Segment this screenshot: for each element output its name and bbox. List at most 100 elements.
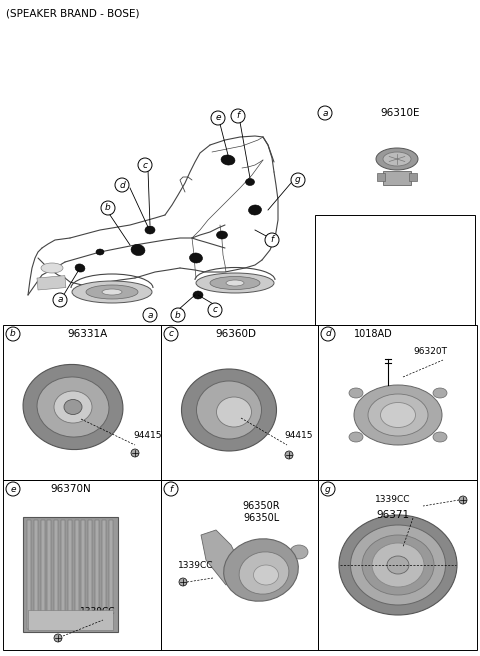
Bar bbox=[409, 173, 417, 181]
Text: 96320T: 96320T bbox=[413, 346, 447, 356]
Ellipse shape bbox=[54, 391, 92, 423]
Circle shape bbox=[211, 111, 225, 125]
Text: a: a bbox=[57, 295, 63, 304]
Text: g: g bbox=[325, 485, 331, 493]
Bar bbox=[54, 520, 58, 629]
Text: 96360D: 96360D bbox=[216, 329, 256, 339]
Text: c: c bbox=[143, 161, 147, 169]
Circle shape bbox=[6, 482, 20, 496]
Ellipse shape bbox=[249, 205, 262, 215]
Ellipse shape bbox=[383, 152, 411, 166]
Bar bbox=[61, 520, 65, 629]
Bar bbox=[108, 520, 113, 629]
Ellipse shape bbox=[376, 148, 418, 170]
Text: a: a bbox=[322, 108, 328, 117]
Ellipse shape bbox=[131, 245, 145, 256]
Bar bbox=[82, 520, 85, 629]
Ellipse shape bbox=[239, 552, 289, 594]
Bar bbox=[41, 520, 45, 629]
Text: c: c bbox=[213, 306, 217, 314]
Text: 96350R: 96350R bbox=[242, 501, 280, 511]
Ellipse shape bbox=[349, 432, 363, 442]
Ellipse shape bbox=[196, 273, 274, 293]
Ellipse shape bbox=[145, 226, 155, 234]
Text: 1339CC: 1339CC bbox=[375, 495, 411, 504]
Text: d: d bbox=[325, 329, 331, 338]
Text: 96370N: 96370N bbox=[50, 484, 91, 494]
Ellipse shape bbox=[64, 400, 82, 415]
Text: f: f bbox=[237, 112, 240, 121]
Ellipse shape bbox=[433, 432, 447, 442]
Bar bbox=[3, 325, 161, 480]
Text: f: f bbox=[169, 485, 173, 493]
Text: 1018AD: 1018AD bbox=[354, 329, 392, 339]
Text: e: e bbox=[215, 113, 221, 123]
Text: 1339CC: 1339CC bbox=[80, 607, 116, 617]
Circle shape bbox=[53, 293, 67, 307]
Ellipse shape bbox=[190, 253, 203, 263]
Text: g: g bbox=[295, 176, 301, 184]
Bar bbox=[102, 520, 106, 629]
Ellipse shape bbox=[216, 397, 252, 427]
Bar bbox=[318, 325, 477, 480]
Bar bbox=[28, 610, 113, 630]
Ellipse shape bbox=[226, 280, 244, 286]
Text: (SPEAKER BRAND - BOSE): (SPEAKER BRAND - BOSE) bbox=[6, 8, 140, 18]
Ellipse shape bbox=[41, 263, 63, 273]
Ellipse shape bbox=[193, 291, 203, 299]
Circle shape bbox=[54, 634, 62, 642]
Bar bbox=[315, 215, 475, 325]
Text: 94415: 94415 bbox=[133, 430, 161, 440]
Ellipse shape bbox=[350, 525, 445, 605]
Bar bbox=[377, 173, 385, 181]
Ellipse shape bbox=[433, 388, 447, 398]
Bar bbox=[48, 520, 51, 629]
Bar bbox=[34, 520, 38, 629]
Ellipse shape bbox=[224, 539, 299, 601]
Circle shape bbox=[459, 496, 467, 504]
Circle shape bbox=[265, 233, 279, 247]
Ellipse shape bbox=[339, 515, 457, 615]
Circle shape bbox=[179, 578, 187, 586]
Text: 96371: 96371 bbox=[376, 510, 409, 520]
Circle shape bbox=[285, 451, 293, 459]
Text: c: c bbox=[168, 329, 173, 338]
Circle shape bbox=[318, 106, 332, 120]
Circle shape bbox=[164, 327, 178, 341]
Text: b: b bbox=[105, 203, 111, 213]
Text: 96331A: 96331A bbox=[68, 329, 108, 339]
Circle shape bbox=[231, 109, 245, 123]
Polygon shape bbox=[201, 530, 241, 585]
Bar bbox=[88, 520, 92, 629]
Bar bbox=[74, 520, 79, 629]
Text: e: e bbox=[10, 485, 16, 493]
Ellipse shape bbox=[102, 289, 122, 295]
Ellipse shape bbox=[86, 285, 138, 299]
Ellipse shape bbox=[75, 264, 85, 272]
Text: f: f bbox=[270, 236, 274, 245]
Ellipse shape bbox=[372, 543, 424, 587]
Ellipse shape bbox=[245, 178, 254, 186]
Ellipse shape bbox=[196, 381, 262, 439]
Bar bbox=[3, 480, 161, 650]
Ellipse shape bbox=[96, 249, 104, 255]
Ellipse shape bbox=[253, 565, 278, 585]
Bar bbox=[68, 520, 72, 629]
Text: 96310E: 96310E bbox=[380, 108, 420, 118]
Bar bbox=[37, 276, 66, 290]
Circle shape bbox=[321, 482, 335, 496]
Bar bbox=[95, 520, 99, 629]
Ellipse shape bbox=[349, 388, 363, 398]
Bar bbox=[318, 480, 477, 650]
Ellipse shape bbox=[37, 377, 109, 437]
Circle shape bbox=[164, 482, 178, 496]
Text: 1339CC: 1339CC bbox=[178, 562, 214, 571]
Ellipse shape bbox=[210, 276, 260, 289]
Text: b: b bbox=[175, 310, 181, 319]
Text: a: a bbox=[147, 310, 153, 319]
Ellipse shape bbox=[368, 394, 428, 436]
Circle shape bbox=[208, 303, 222, 317]
Ellipse shape bbox=[72, 281, 152, 303]
Text: d: d bbox=[119, 180, 125, 190]
Text: 94415: 94415 bbox=[284, 432, 312, 440]
